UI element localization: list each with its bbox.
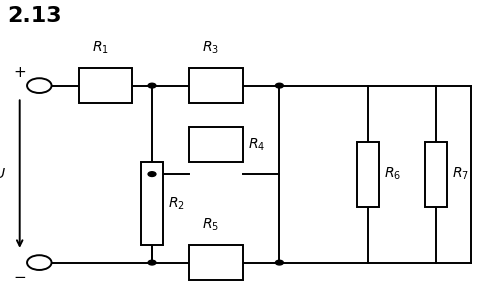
Circle shape [276, 260, 283, 265]
Text: $+$: $+$ [13, 65, 26, 80]
FancyBboxPatch shape [141, 162, 163, 245]
FancyBboxPatch shape [356, 142, 378, 206]
Circle shape [148, 172, 156, 176]
Text: $R_5$: $R_5$ [202, 217, 220, 233]
Circle shape [148, 260, 156, 265]
Circle shape [276, 83, 283, 88]
Text: 2.13: 2.13 [8, 6, 62, 26]
Text: $R_7$: $R_7$ [452, 166, 469, 182]
FancyBboxPatch shape [78, 68, 132, 103]
FancyBboxPatch shape [189, 245, 242, 280]
FancyBboxPatch shape [189, 127, 242, 162]
Text: $R_1$: $R_1$ [92, 40, 109, 56]
Text: $R_2$: $R_2$ [168, 195, 185, 212]
Text: $R_6$: $R_6$ [384, 166, 400, 182]
Circle shape [148, 83, 156, 88]
Text: $-$: $-$ [13, 268, 26, 284]
Text: $R_3$: $R_3$ [202, 40, 220, 56]
Text: $U$: $U$ [0, 167, 6, 181]
FancyBboxPatch shape [425, 142, 447, 206]
FancyBboxPatch shape [189, 68, 242, 103]
Text: $R_4$: $R_4$ [248, 136, 265, 153]
